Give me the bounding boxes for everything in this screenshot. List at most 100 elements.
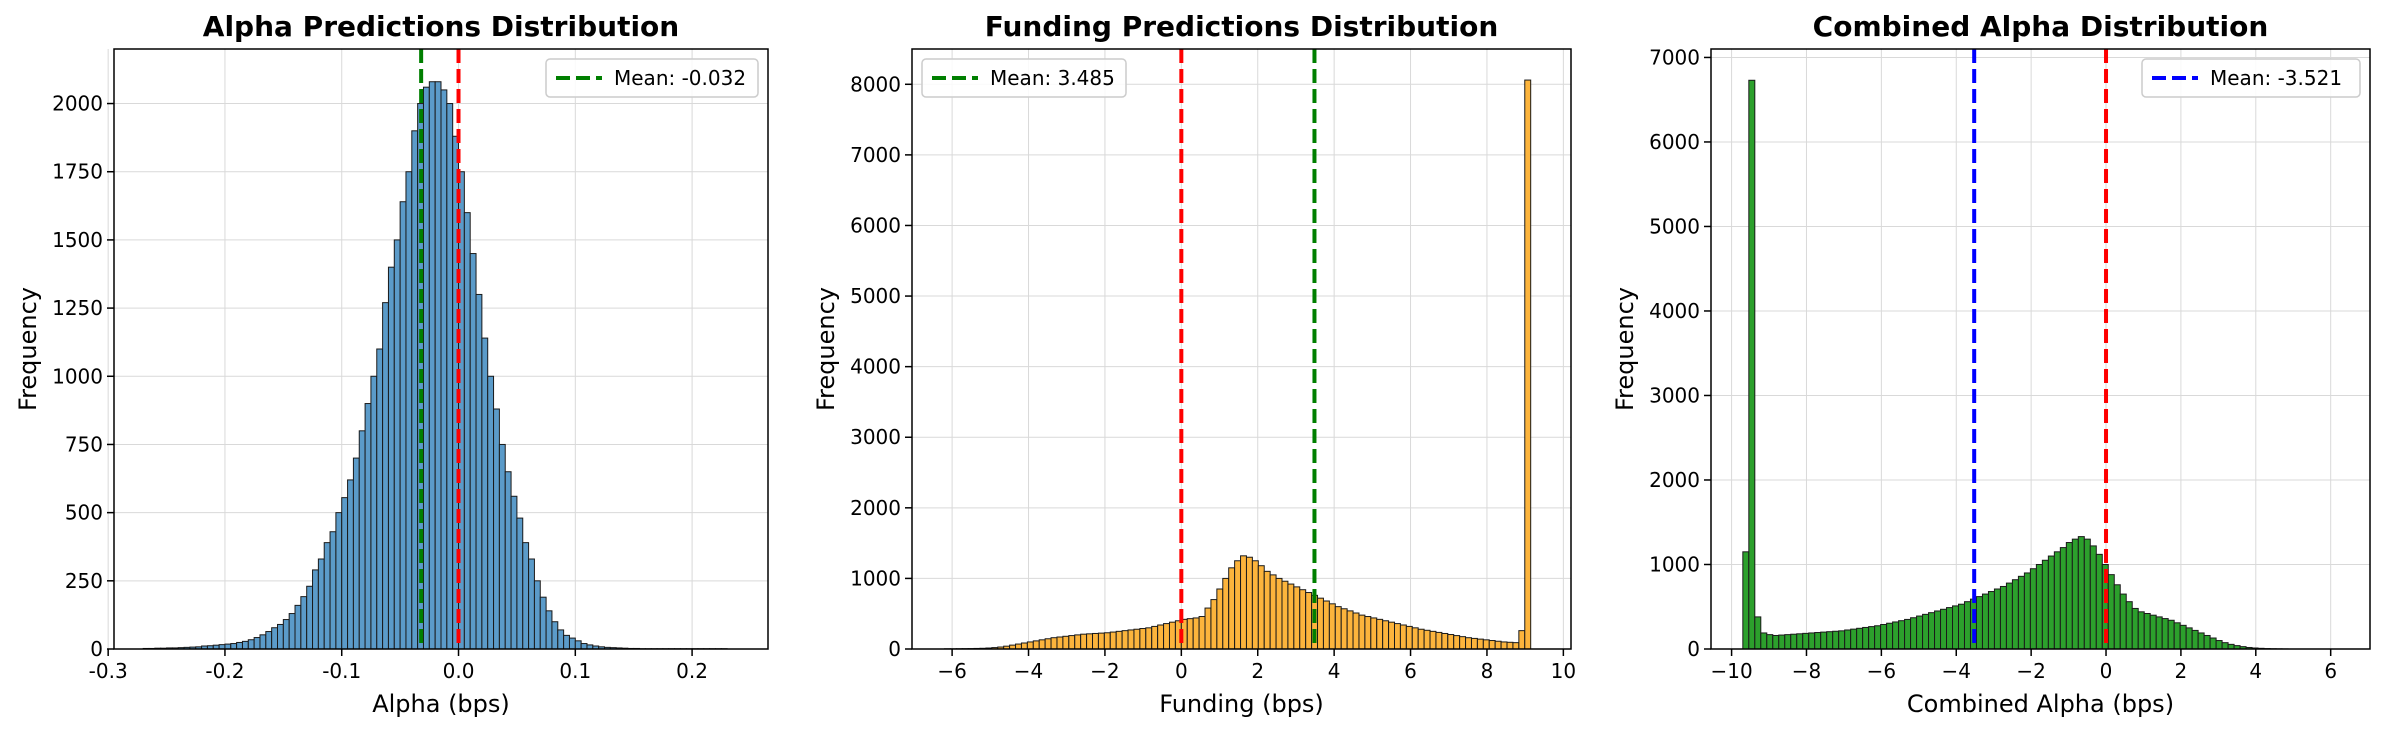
histogram-bar [2167, 619, 2175, 650]
legend: Mean: -0.032 [545, 58, 759, 98]
histogram-bar [230, 643, 238, 650]
y-tick-label: 3000 [850, 425, 901, 449]
histogram-bar [1370, 617, 1378, 650]
histogram-bar [2173, 622, 2181, 650]
histogram-bar [1940, 608, 1948, 650]
histogram-bar [2005, 582, 2013, 650]
x-tick-label: -0.1 [322, 659, 361, 683]
grid [1711, 49, 2370, 650]
histogram-bar [1417, 628, 1425, 650]
histogram-bar [1975, 596, 1983, 650]
legend-box [921, 58, 1127, 98]
histogram-bar [1103, 632, 1111, 650]
histogram-bar [1766, 634, 1774, 650]
histogram-bars [943, 79, 1532, 650]
histogram-bar [463, 212, 471, 650]
grid [912, 49, 1571, 650]
histogram-bar [1358, 614, 1366, 650]
y-tick-label: 3000 [1649, 383, 1700, 407]
histogram-bar [2149, 614, 2157, 650]
histogram-bar [1127, 629, 1135, 650]
histogram-bar [2197, 632, 2205, 650]
y-tick-label: 8000 [850, 72, 901, 96]
histogram-bar [522, 542, 530, 650]
histogram-bar [411, 130, 419, 650]
histogram-bar [1963, 601, 1971, 650]
histogram-bar [1423, 629, 1431, 650]
y-tick-label: 2000 [1649, 468, 1700, 492]
histogram-bar [1038, 639, 1046, 650]
histogram-bar [1778, 634, 1786, 650]
histogram-bar [568, 637, 576, 650]
x-tick-label: 0.1 [559, 659, 591, 683]
histogram-bar [1754, 616, 1762, 650]
histogram-bar [2071, 538, 2079, 650]
y-tick-label: 7000 [1649, 45, 1700, 69]
histogram-bar [1263, 570, 1271, 650]
histogram-bars [1742, 79, 2289, 650]
y-tick-label: 6000 [1649, 130, 1700, 154]
x-tick-label: 0.0 [443, 659, 475, 683]
histogram-bar [475, 293, 483, 650]
y-tick-label: 0 [1687, 637, 1700, 661]
histogram-bar [1928, 612, 1936, 650]
histogram-bar [2047, 555, 2055, 650]
histogram-bar [422, 86, 430, 650]
histogram-bar [440, 89, 448, 650]
histogram-bar [1868, 626, 1876, 650]
histogram-bar [1399, 624, 1407, 650]
histogram-bar [2083, 538, 2091, 650]
histogram-bar [574, 640, 582, 650]
histogram-bar [1880, 623, 1888, 650]
histogram-bar [1934, 610, 1942, 650]
histogram-bar [2107, 574, 2115, 650]
y-tick-label: 5000 [850, 284, 901, 308]
histogram-bar [1151, 625, 1159, 650]
histogram-bar [1411, 627, 1419, 650]
histogram-bar [294, 604, 302, 650]
histogram-bar [1488, 640, 1496, 650]
histogram-bar [2041, 559, 2049, 650]
legend-box [545, 58, 759, 98]
histogram-bars [142, 81, 728, 650]
histogram-bar [1204, 607, 1212, 650]
histogram-bar [2125, 601, 2133, 650]
histogram-bar [2023, 572, 2031, 650]
histogram-bar [1453, 635, 1461, 650]
histogram-bar [1382, 620, 1390, 650]
histogram-bar [335, 512, 343, 650]
histogram-bar [551, 621, 559, 650]
histogram-bar [1886, 622, 1894, 650]
histogram-bar [446, 103, 454, 650]
x-axis-label: Alpha (bps) [372, 690, 510, 718]
histogram-bar [1299, 589, 1307, 650]
histogram-bar [300, 596, 308, 650]
x-tick-label: −6 [1867, 659, 1896, 683]
histogram-bar [516, 517, 524, 650]
chart-panel-1: -0.3 -0.2 -0.1 0.0 0.1 0.2 0 250 500 750 1000 1250 1… [14, 10, 769, 718]
histogram-bar [1447, 634, 1455, 650]
histogram-bar [1898, 620, 1906, 650]
histogram-bar [1459, 636, 1467, 650]
histogram-bar [1228, 567, 1236, 650]
x-tick-label: −10 [1710, 659, 1752, 683]
axes-frame [911, 48, 1572, 650]
histogram-bar [382, 302, 389, 650]
y-tick-label: 2000 [850, 496, 901, 520]
histogram-bar [487, 375, 495, 650]
histogram-bar [1145, 627, 1153, 650]
histogram-bar [393, 239, 401, 650]
histogram-bar [387, 266, 395, 650]
legend-label: Mean: -0.032 [614, 66, 746, 90]
y-axis-label: Frequency [14, 287, 42, 411]
histogram-bar [2203, 634, 2211, 650]
histogram-bar [2035, 563, 2043, 650]
histogram-bar [1429, 630, 1437, 650]
histogram-bar [1500, 641, 1508, 650]
histogram-bar [2209, 637, 2217, 650]
histogram-bar [1240, 555, 1247, 650]
histogram-bar [1922, 613, 1930, 650]
histogram-bar [1832, 630, 1840, 650]
x-tick-label: 4 [1328, 659, 1341, 683]
histogram-bar [1317, 597, 1324, 650]
